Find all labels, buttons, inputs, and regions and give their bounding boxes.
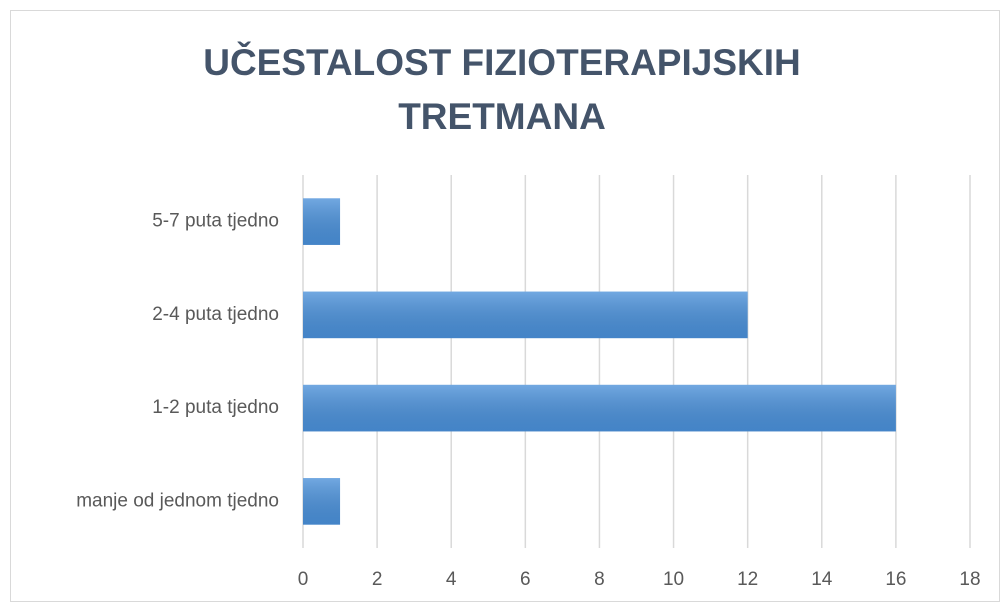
x-tick-label: 2 [372, 569, 383, 590]
x-tick-label: 14 [811, 569, 833, 590]
x-tick-label: 12 [737, 569, 758, 590]
x-tick-label: 4 [446, 569, 457, 590]
x-tick-label: 10 [663, 569, 684, 590]
y-tick-label: 2-4 puta tjedno [152, 304, 279, 325]
x-tick-label: 0 [298, 569, 309, 590]
bar [303, 384, 896, 432]
y-tick-label: 1-2 puta tjedno [152, 397, 279, 418]
y-tick-label: 5-7 puta tjedno [152, 211, 279, 232]
bar [303, 198, 341, 245]
x-tick-label: 16 [885, 569, 906, 590]
x-tick-label: 18 [959, 569, 980, 590]
x-tick-label: 6 [520, 569, 531, 590]
x-tick-label: 8 [594, 569, 605, 590]
chart-frame [10, 10, 1000, 602]
chart-title: UČESTALOST FIZIOTERAPIJSKIH TRETMANA [203, 42, 801, 137]
bar [303, 291, 748, 339]
bar [303, 478, 341, 525]
y-tick-label: manje od jednom tjedno [76, 490, 279, 511]
